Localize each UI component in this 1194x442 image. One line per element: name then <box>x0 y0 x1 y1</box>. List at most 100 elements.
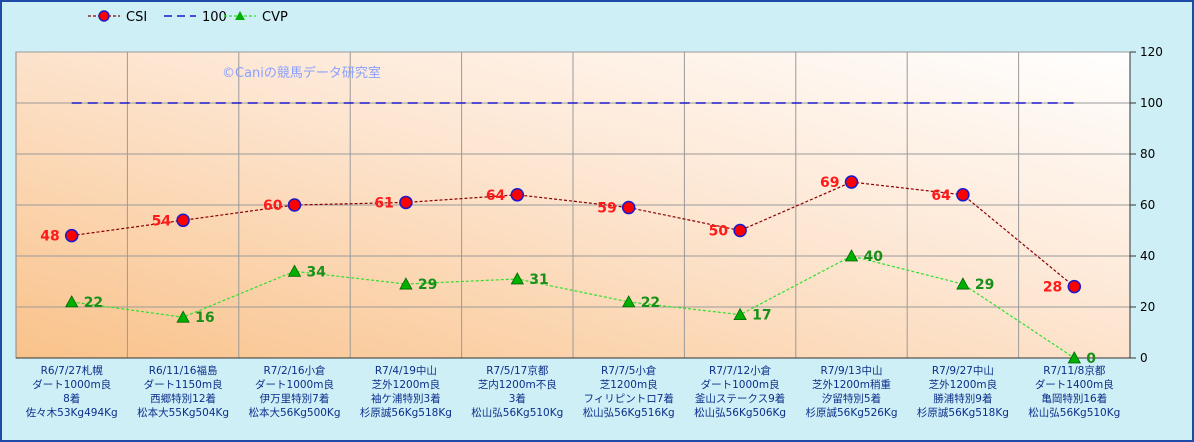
cvp-point <box>622 295 636 308</box>
cvp-data-label: 22 <box>641 295 660 311</box>
cvp-point <box>733 307 747 321</box>
csi-data-label: 64 <box>931 188 951 204</box>
y-axis: 0 20 40 60 80 100 120 <box>1129 45 1163 365</box>
y-tick-label: 40 <box>1140 249 1155 263</box>
cvp-point <box>956 277 970 290</box>
csi-data-label: 50 <box>709 224 729 240</box>
y-tick-label: 80 <box>1140 147 1155 161</box>
csi-data-label: 60 <box>263 198 283 214</box>
x-tick-label: 杉原誠56Kg518Kg <box>360 406 452 419</box>
csi-data-label: 28 <box>1043 280 1062 296</box>
csi-data-label: 48 <box>40 229 59 245</box>
csi-data-label: 59 <box>597 201 616 217</box>
x-tick-label: R7/7/12小倉 <box>709 364 772 377</box>
x-tick-label: R6/7/27札幌 <box>41 364 104 377</box>
x-tick-label: 芝外1200m良 <box>372 378 440 391</box>
legend-cvp-marker <box>235 11 245 20</box>
x-tick-label: R7/5/17京都 <box>486 364 549 377</box>
x-tick-label: 杉原誠56Kg518Kg <box>917 406 1009 419</box>
x-tick-label: 亀岡特別16着 <box>1041 392 1107 405</box>
cvp-data-label: 17 <box>752 308 771 324</box>
x-tick-label: 松本大56Kg500Kg <box>248 406 340 419</box>
cvp-data-label: 0 <box>1086 351 1096 367</box>
csi-point <box>733 223 747 238</box>
x-tick-label: 芝外1200m稍重 <box>812 378 891 391</box>
cvp-data-label: 29 <box>975 277 994 293</box>
csi-data-label: 64 <box>486 188 506 204</box>
x-tick-label: 松山弘56Kg510Kg <box>1028 406 1120 419</box>
csi-data-label: 69 <box>820 175 839 191</box>
x-tick-label: 杉原誠56Kg526Kg <box>805 406 897 419</box>
csi-point <box>956 188 970 202</box>
x-tick-label: 勝浦特別9着 <box>933 392 992 405</box>
cvp-point <box>510 272 524 285</box>
x-tick-label: ダート1000m良 <box>32 378 111 391</box>
cvp-point <box>844 249 859 262</box>
cvp-data-label: 34 <box>307 264 327 280</box>
x-tick-label: 芝1200m良 <box>600 378 658 391</box>
x-tick-label: 松山弘56Kg510Kg <box>471 406 563 419</box>
y-tick-label: 20 <box>1140 300 1155 314</box>
x-tick-label: R7/9/13中山 <box>820 364 882 377</box>
x-tick-label: ダート1400m良 <box>1035 378 1114 391</box>
legend-label-csi: CSI <box>126 10 147 25</box>
x-tick-label: フィリピントロ7着 <box>583 392 673 405</box>
x-tick-label: ダート1000m良 <box>255 378 334 391</box>
x-tick-label: 松山弘56Kg506Kg <box>694 406 786 419</box>
series-layer <box>64 102 1082 364</box>
x-tick-label: 8着 <box>63 392 80 405</box>
y-tick-label: 100 <box>1140 96 1163 110</box>
data-labels: 48 54 60 61 64 59 50 69 64 28 22 16 34 29 31 22 17 40 29 0 <box>40 175 1096 367</box>
cvp-data-label: 16 <box>195 310 214 326</box>
cvp-point <box>65 295 79 308</box>
csi-point <box>399 195 413 210</box>
x-tick-label: R6/11/16福島 <box>149 364 218 377</box>
x-tick-label: 汐留特別5着 <box>822 392 881 405</box>
x-tick-label: 袖ケ浦特別3着 <box>371 392 441 405</box>
csi-point <box>64 228 79 243</box>
x-tick-label: 芝外1200m良 <box>929 378 997 391</box>
watermark: ©Caniの競馬データ研究室 <box>222 65 381 81</box>
series-line-cvp <box>71 255 1075 359</box>
legend-label-cvp: CVP <box>262 10 288 25</box>
x-tick-label: 芝内1200m不良 <box>478 378 557 391</box>
x-tick-label: ダート1150m良 <box>144 378 223 391</box>
x-tick-label: ダート1000m良 <box>701 378 780 391</box>
cvp-point <box>176 310 190 323</box>
y-tick-label: 60 <box>1140 198 1155 212</box>
csi-point <box>1067 279 1082 294</box>
csi-point <box>287 198 302 212</box>
csi-point <box>510 188 525 202</box>
cvp-point <box>399 277 413 290</box>
cvp-data-label: 40 <box>864 249 884 265</box>
csi-data-label: 54 <box>152 213 172 229</box>
x-tick-label: 3着 <box>509 392 526 405</box>
y-tick-label: 0 <box>1140 351 1148 365</box>
x-tick-label: R7/4/19中山 <box>375 364 437 377</box>
csi-point <box>844 175 859 189</box>
x-tick-label: 釜山ステークス9着 <box>695 392 785 405</box>
cvp-data-label: 29 <box>418 277 437 293</box>
cvp-data-label: 22 <box>84 295 103 311</box>
legend-label-100: 100 <box>202 10 227 25</box>
x-tick-label: R7/11/8京都 <box>1043 364 1106 377</box>
legend: CSI 100 CVP <box>88 10 288 25</box>
x-tick-label: 伊万里特別7着 <box>260 392 330 405</box>
y-tick-label: 120 <box>1140 45 1163 59</box>
x-tick-label: R7/9/27中山 <box>932 364 994 377</box>
x-tick-label: R7/7/5小倉 <box>601 364 657 377</box>
x-tick-label: 西郷特別12着 <box>150 392 216 405</box>
legend-csi-marker <box>98 10 110 22</box>
x-axis: R6/7/27札幌ダート1000m良8着佐々木53Kg494KgR6/11/16… <box>16 357 1130 419</box>
cvp-point <box>287 264 302 277</box>
x-tick-label: 松山弘56Kg516Kg <box>583 406 675 419</box>
series-line-csi <box>71 181 1075 288</box>
x-tick-label: 佐々木53Kg494Kg <box>26 406 118 419</box>
csi-point <box>621 200 636 215</box>
x-tick-label: R7/2/16小倉 <box>263 364 326 377</box>
cvp-point <box>1067 351 1081 364</box>
cvp-data-label: 31 <box>529 272 548 288</box>
csi-point <box>176 213 190 228</box>
